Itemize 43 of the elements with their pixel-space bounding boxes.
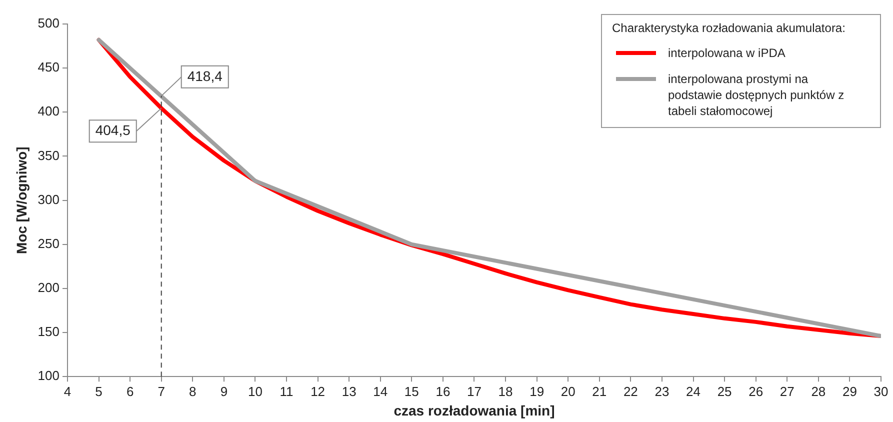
- annotation: 418,4: [187, 68, 223, 84]
- x-tick-label: 16: [436, 384, 450, 399]
- x-tick-label: 29: [842, 384, 857, 399]
- y-tick-label: 250: [38, 236, 60, 251]
- x-tick-label: 7: [158, 384, 165, 399]
- x-tick-label: 13: [342, 384, 356, 399]
- y-axis-title: Moc [W/ogniwo]: [13, 146, 30, 254]
- x-tick-label: 27: [780, 384, 794, 399]
- x-tick-label: 12: [310, 384, 326, 399]
- x-tick-label: 25: [717, 384, 732, 399]
- x-tick-label: 20: [560, 384, 576, 399]
- x-tick-label: 30: [874, 384, 888, 399]
- x-tick-label: 15: [404, 384, 419, 399]
- x-tick-label: 28: [811, 384, 826, 399]
- legend-label: interpolowana prostymi na podstawie dostępnych punktów z tabeli stałomocowej: [668, 71, 846, 119]
- y-tick-label: 500: [38, 16, 60, 31]
- y-tick-label: 350: [38, 148, 60, 163]
- y-tick-label: 100: [38, 368, 60, 384]
- legend-title: Charakterystyka rozładowania akumulatora:: [612, 21, 846, 35]
- x-tick-label: 21: [592, 384, 607, 399]
- x-tick-label: 5: [95, 384, 102, 399]
- y-tick-label: 400: [38, 104, 60, 119]
- x-tick-label: 24: [686, 384, 700, 399]
- x-tick-label: 6: [126, 384, 134, 399]
- y-tick-label: 150: [38, 324, 60, 340]
- x-tick-label: 19: [530, 384, 544, 399]
- x-tick-label: 10: [248, 384, 262, 399]
- annotation: 404,5: [95, 122, 131, 138]
- x-tick-label: 22: [623, 384, 638, 399]
- y-tick-label: 300: [38, 192, 60, 207]
- x-tick-label: 18: [498, 384, 513, 399]
- x-tick-label: 4: [64, 384, 72, 399]
- x-tick-label: 26: [748, 384, 764, 399]
- y-tick-label: 200: [38, 280, 60, 296]
- x-tick-label: 8: [189, 384, 196, 399]
- x-tick-label: 23: [654, 384, 670, 399]
- legend-label: interpolowana w iPDA: [668, 45, 786, 61]
- x-tick-label: 17: [467, 384, 482, 399]
- x-tick-label: 11: [280, 384, 294, 399]
- x-axis-title: czas rozładowania [min]: [394, 402, 555, 418]
- y-tick-label: 450: [38, 60, 60, 75]
- x-tick-label: 14: [373, 384, 388, 399]
- x-tick-label: 9: [220, 384, 228, 399]
